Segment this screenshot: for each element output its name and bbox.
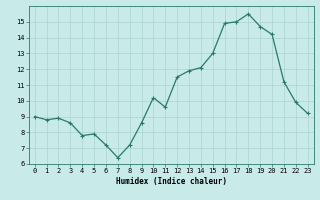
X-axis label: Humidex (Indice chaleur): Humidex (Indice chaleur): [116, 177, 227, 186]
